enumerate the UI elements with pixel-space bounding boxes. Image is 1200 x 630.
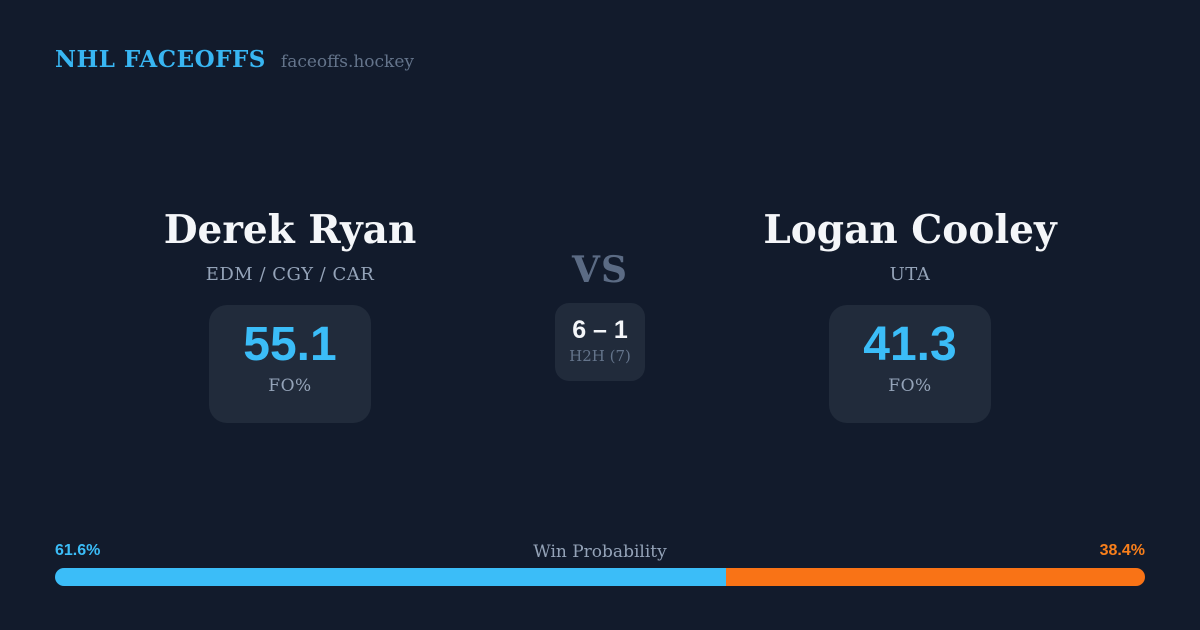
head-to-head-score: 6 – 1: [572, 316, 628, 344]
player-left-stat-value: 55.1: [243, 318, 337, 371]
win-probability-right-value: 38.4%: [1099, 542, 1145, 559]
player-left-stat-label: FO%: [268, 376, 312, 396]
player-right-name: Logan Cooley: [763, 207, 1057, 253]
head-to-head-label: H2H (7): [569, 347, 631, 365]
versus-column: VS 6 – 1 H2H (7): [500, 250, 700, 381]
player-left-stat-box: 55.1 FO%: [209, 305, 371, 423]
player-left-name: Derek Ryan: [163, 207, 417, 253]
player-right-stat-box: 41.3 FO%: [829, 305, 991, 423]
player-left-teams: EDM / CGY / CAR: [205, 264, 375, 285]
brand-logo: NHL FACEOFFS: [55, 46, 266, 73]
win-probability-bar-right-segment: [726, 568, 1145, 586]
head-to-head-box: 6 – 1 H2H (7): [555, 303, 645, 381]
player-right-teams: UTA: [889, 264, 931, 285]
vs-label: VS: [572, 249, 628, 291]
win-probability-labels: 61.6% Win Probability 38.4%: [55, 542, 1145, 562]
player-left-column: Derek Ryan EDM / CGY / CAR 55.1 FO%: [90, 207, 490, 423]
player-right-column: Logan Cooley UTA 41.3 FO%: [710, 207, 1110, 423]
player-right-stat-value: 41.3: [863, 318, 957, 371]
win-probability-bar: [55, 568, 1145, 586]
win-probability-title: Win Probability: [533, 542, 667, 562]
site-url: faceoffs.hockey: [280, 52, 415, 72]
header: NHL FACEOFFS faceoffs.hockey: [55, 46, 414, 73]
player-right-stat-label: FO%: [888, 376, 932, 396]
win-probability-left-value: 61.6%: [55, 542, 101, 559]
win-probability-bar-left-segment: [55, 568, 727, 586]
